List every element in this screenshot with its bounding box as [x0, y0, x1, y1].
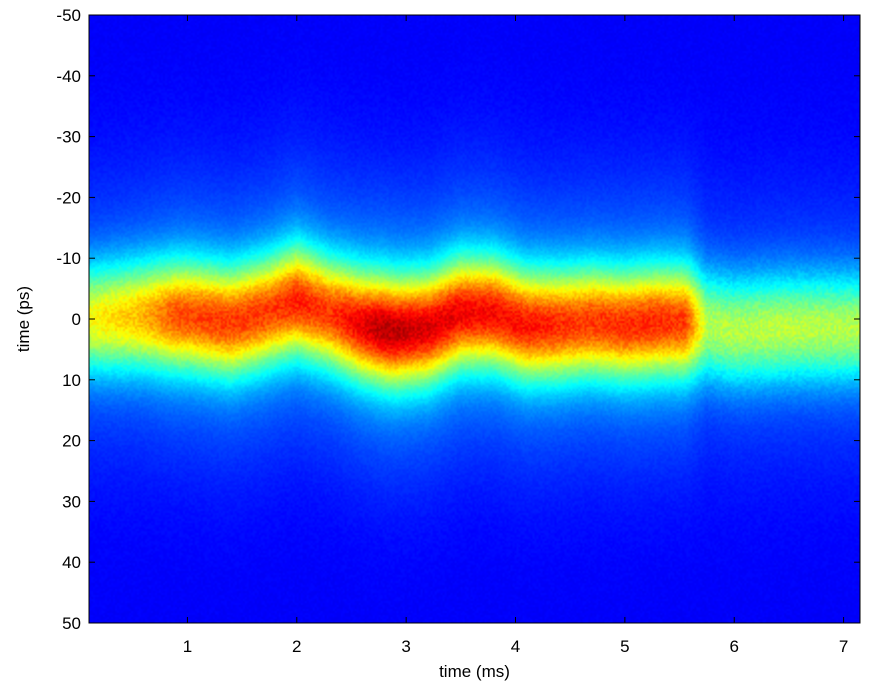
y-tick-label: 40	[62, 553, 81, 572]
x-axis: 1 2 3 4 5 6 7	[183, 15, 848, 656]
x-axis-label: time (ms)	[439, 662, 510, 681]
x-tick-label: 2	[292, 637, 301, 656]
x-tick-label: 7	[839, 637, 848, 656]
y-tick-label: -20	[56, 188, 81, 207]
y-tick-label: 20	[62, 432, 81, 451]
y-axis-label: time (ps)	[14, 286, 33, 352]
heatmap-image	[89, 15, 860, 623]
x-tick-label: 4	[511, 637, 520, 656]
y-tick-label: -10	[56, 249, 81, 268]
y-tick-label: 0	[72, 310, 81, 329]
y-tick-label: 10	[62, 371, 81, 390]
y-tick-label: -50	[56, 6, 81, 25]
y-tick-label: 50	[62, 614, 81, 633]
x-tick-label: 3	[401, 637, 410, 656]
x-tick-label: 6	[729, 637, 738, 656]
y-tick-label: -30	[56, 128, 81, 147]
y-tick-label: -40	[56, 67, 81, 86]
x-tick-label: 1	[183, 637, 192, 656]
y-axis: -50 -40 -30 -20 -10 0 10 20 30 40 50	[56, 6, 860, 633]
x-tick-label: 5	[620, 637, 629, 656]
y-tick-label: 30	[62, 492, 81, 511]
